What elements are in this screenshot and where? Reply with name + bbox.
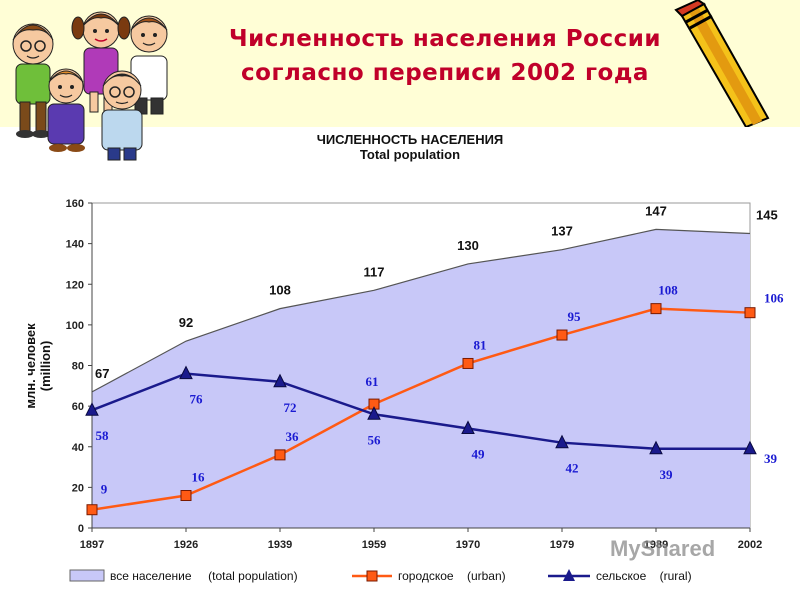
urban-marker (86, 504, 98, 516)
rural-data-label: 56 (368, 432, 382, 447)
urban-data-label: 95 (568, 309, 582, 324)
rural-data-label: 72 (284, 400, 297, 415)
y-axis-sublabel: (million) (38, 341, 53, 392)
children-clipart-icon (12, 11, 168, 161)
urban-marker (556, 329, 568, 341)
x-tick-label: 1926 (174, 539, 198, 551)
rural-data-label: 39 (660, 467, 674, 482)
y-tick-label: 60 (72, 401, 84, 413)
x-tick-label: 1989 (644, 539, 668, 551)
rural-marker (649, 440, 663, 455)
urban-data-label: 61 (366, 374, 379, 389)
y-tick-label: 120 (66, 279, 84, 291)
urban-data-label: 81 (474, 337, 487, 352)
rural-marker (367, 406, 381, 420)
urban-data-label: 9 (101, 482, 108, 497)
y-tick-label: 40 (72, 442, 84, 454)
y-tick-label: 0 (78, 523, 84, 535)
x-tick-label: 1970 (456, 539, 480, 551)
legend-total-swatch (69, 569, 105, 582)
slide-title-line-1: Численность населения России (229, 26, 661, 52)
chart-title-block: ЧИСЛЕННОСТЬ НАСЕЛЕНИЯ Total population (200, 132, 620, 162)
y-axis-label: млн. человек (23, 323, 38, 409)
total-population-line (91, 228, 751, 393)
urban-marker (462, 357, 474, 369)
total-data-label: 147 (645, 203, 667, 218)
rural-marker (743, 440, 757, 455)
x-tick-label: 2002 (738, 539, 762, 551)
rural-data-label: 58 (96, 428, 110, 443)
urban-marker (744, 307, 756, 319)
urban-marker (650, 303, 662, 315)
total-population-area (92, 229, 750, 528)
pencil-icon (674, 0, 770, 127)
slide-title-line-2: согласно переписи 2002 года (241, 60, 649, 86)
urban-data-label: 36 (286, 429, 300, 444)
rural-marker (273, 373, 287, 388)
total-data-label: 67 (95, 366, 109, 381)
legend-rural-label: сельское (rural) (596, 569, 692, 583)
rural-data-label: 76 (190, 392, 204, 407)
y-tick-label: 100 (66, 320, 84, 332)
rural-marker (179, 365, 193, 380)
urban-line (91, 307, 751, 511)
urban-data-label: 106 (764, 291, 784, 306)
urban-data-label: 16 (192, 470, 206, 485)
y-tick-label: 160 (66, 198, 84, 210)
total-data-label: 92 (179, 315, 193, 330)
legend-rural-marker (563, 569, 575, 581)
total-data-label: 130 (457, 238, 479, 253)
rural-marker (85, 402, 99, 416)
legend-urban-label: городское (urban) (398, 569, 506, 583)
total-data-label: 145 (756, 207, 778, 222)
legend-urban-marker (366, 570, 378, 582)
rural-data-label: 39 (764, 451, 778, 466)
rural-marker (555, 434, 569, 449)
rural-data-label: 42 (566, 461, 579, 476)
chart-subtitle: Total population (359, 147, 461, 162)
y-tick-label: 20 (72, 482, 84, 494)
rural-marker (461, 420, 475, 434)
total-data-label: 108 (269, 283, 291, 298)
legend-total-label: все население (total population) (110, 569, 298, 583)
chart-title: ЧИСЛЕННОСТЬ НАСЕЛЕНИЯ (316, 132, 504, 147)
slide-title: Численность населения России согласно пе… (150, 22, 740, 90)
x-tick-label: 1939 (268, 539, 292, 551)
rural-line (91, 372, 750, 451)
x-tick-label: 1959 (362, 539, 386, 551)
urban-marker (274, 449, 286, 461)
watermark: MyShared (610, 536, 716, 561)
y-tick-label: 140 (66, 239, 84, 251)
urban-marker (180, 490, 192, 501)
rural-data-label: 49 (472, 446, 486, 461)
x-tick-label: 1979 (550, 539, 574, 551)
total-data-label: 137 (551, 224, 573, 239)
total-data-label: 117 (364, 264, 385, 279)
x-tick-label: 1897 (80, 539, 104, 551)
y-tick-label: 80 (72, 361, 84, 373)
urban-data-label: 108 (658, 283, 678, 298)
